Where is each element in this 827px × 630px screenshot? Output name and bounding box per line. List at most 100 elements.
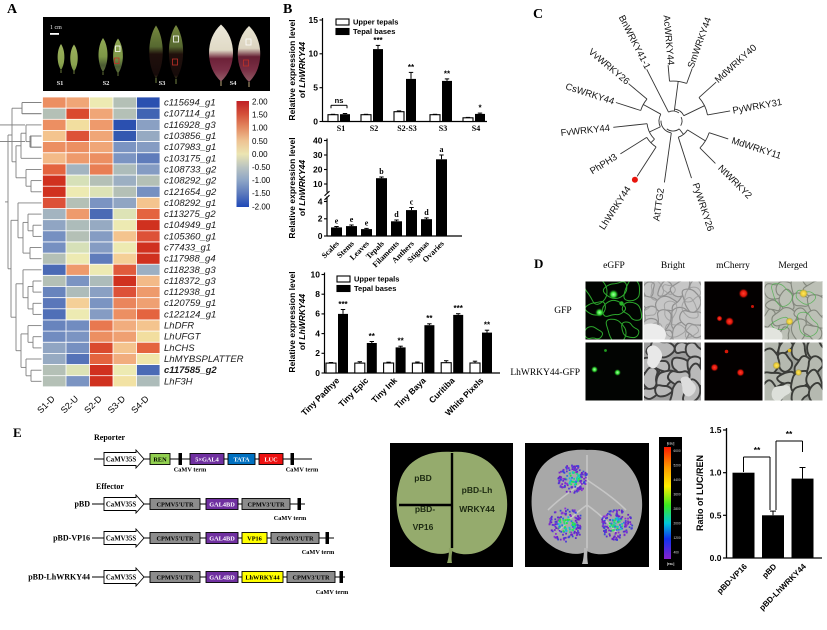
- svg-text:c120759_g1: c120759_g1: [164, 298, 216, 309]
- svg-text:e: e: [350, 215, 354, 224]
- svg-text:mCherry: mCherry: [716, 261, 750, 271]
- svg-text:Relative expression level: Relative expression level: [287, 271, 297, 372]
- svg-text:1.0: 1.0: [710, 468, 722, 478]
- svg-text:eGFP: eGFP: [603, 261, 625, 271]
- svg-text:5: 5: [313, 83, 318, 93]
- svg-text:of LhWRKY44: of LhWRKY44: [297, 294, 307, 350]
- svg-text:LhF3H: LhF3H: [164, 376, 193, 387]
- svg-text:2000: 2000: [674, 522, 681, 526]
- svg-text:**: **: [408, 63, 415, 72]
- svg-text:2800: 2800: [674, 507, 681, 511]
- svg-text:10: 10: [313, 179, 323, 189]
- svg-text:of LhWRKY44: of LhWRKY44: [297, 42, 307, 98]
- svg-text:-2.00: -2.00: [252, 202, 271, 211]
- svg-text:-0.50: -0.50: [252, 163, 271, 172]
- svg-text:c122124_g1: c122124_g1: [164, 309, 216, 320]
- svg-text:0.00: 0.00: [252, 150, 268, 159]
- svg-text:LhCHS: LhCHS: [164, 343, 195, 354]
- svg-text:4: 4: [318, 196, 323, 206]
- svg-text:1 cm: 1 cm: [50, 25, 62, 31]
- svg-text:Tepal bases: Tepal bases: [354, 284, 396, 293]
- svg-text:CaMV35S: CaMV35S: [106, 575, 136, 582]
- svg-text:S1: S1: [57, 80, 64, 87]
- svg-text:1.50: 1.50: [252, 111, 268, 120]
- svg-text:C: C: [533, 7, 543, 22]
- svg-text:CaMV35S: CaMV35S: [106, 457, 136, 464]
- svg-text:pBD-LhWRKY44: pBD-LhWRKY44: [28, 573, 90, 582]
- svg-text:30: 30: [313, 150, 323, 160]
- svg-text:pBD-VP16: pBD-VP16: [53, 534, 90, 543]
- svg-text:d: d: [394, 210, 399, 219]
- svg-text:c108292_g1: c108292_g1: [164, 198, 216, 209]
- svg-text:LhUFGT: LhUFGT: [164, 332, 202, 343]
- svg-text:40: 40: [313, 135, 323, 145]
- svg-text:CaMV term: CaMV term: [316, 589, 349, 596]
- svg-text:pBD-: pBD-: [415, 504, 435, 514]
- svg-text:3600: 3600: [674, 493, 681, 497]
- svg-text:-1.50: -1.50: [252, 189, 271, 198]
- svg-text:Bright: Bright: [661, 261, 686, 271]
- svg-text:VP16: VP16: [413, 522, 434, 532]
- svg-text:LhWRKY44: LhWRKY44: [245, 574, 280, 581]
- svg-text:1200: 1200: [674, 536, 681, 540]
- svg-text:0: 0: [318, 231, 323, 241]
- svg-text:c121654_g2: c121654_g2: [164, 187, 217, 198]
- svg-text:S2: S2: [103, 80, 110, 87]
- svg-text:e: e: [365, 218, 369, 227]
- svg-text:**: **: [369, 332, 376, 341]
- svg-text:0.5: 0.5: [710, 510, 722, 520]
- svg-text:4: 4: [315, 328, 320, 338]
- svg-text:b: b: [379, 167, 384, 176]
- svg-text:0: 0: [315, 368, 320, 378]
- svg-text:-1.00: -1.00: [252, 176, 271, 185]
- svg-text:VP16: VP16: [247, 535, 262, 542]
- svg-text:B: B: [283, 2, 292, 17]
- svg-text:***: ***: [338, 300, 348, 309]
- svg-text:c103175_g1: c103175_g1: [164, 153, 216, 164]
- svg-text:CPMV3'UTR: CPMV3'UTR: [276, 535, 314, 542]
- svg-text:E: E: [13, 425, 22, 440]
- svg-text:AtTTG2: AtTTG2: [651, 187, 667, 221]
- svg-text:c105360_g1: c105360_g1: [164, 231, 216, 242]
- svg-text:[esu]: [esu]: [667, 562, 675, 566]
- svg-text:LhDFR: LhDFR: [164, 321, 194, 332]
- svg-text:**: **: [754, 445, 761, 455]
- svg-text:CaMV35S: CaMV35S: [106, 502, 136, 509]
- svg-text:d: d: [424, 208, 429, 217]
- svg-text:0.0: 0.0: [710, 553, 722, 563]
- svg-text:**: **: [484, 321, 491, 330]
- svg-text:20: 20: [313, 164, 323, 174]
- svg-text:a: a: [440, 145, 444, 154]
- svg-text:5×GAL4: 5×GAL4: [195, 456, 219, 463]
- svg-text:Upper tepals: Upper tepals: [354, 275, 399, 284]
- svg-text:S4: S4: [472, 124, 480, 133]
- svg-text:REN: REN: [153, 456, 167, 463]
- svg-text:GAL4BD: GAL4BD: [209, 501, 235, 508]
- svg-text:1.00: 1.00: [252, 124, 268, 133]
- svg-text:0.50: 0.50: [252, 137, 268, 146]
- svg-text:e: e: [335, 217, 339, 226]
- svg-text:LUC: LUC: [264, 456, 278, 463]
- svg-text:D: D: [534, 256, 543, 271]
- svg-text:Relative expression level: Relative expression level: [287, 19, 297, 120]
- svg-text:pBD: pBD: [74, 500, 90, 509]
- svg-text:Merged: Merged: [778, 261, 808, 271]
- svg-text:ns: ns: [335, 96, 344, 105]
- svg-text:10: 10: [311, 269, 321, 279]
- svg-text:c104949_g1: c104949_g1: [164, 220, 216, 231]
- svg-text:GFP: GFP: [554, 306, 571, 316]
- svg-text:c118372_g3: c118372_g3: [164, 276, 216, 287]
- svg-text:c116928_g3: c116928_g3: [164, 120, 216, 131]
- svg-text:LhMYBSPLATTER: LhMYBSPLATTER: [164, 354, 244, 365]
- svg-text:5200: 5200: [674, 464, 681, 468]
- svg-text:**: **: [426, 314, 433, 323]
- svg-text:S3: S3: [159, 80, 167, 87]
- svg-text:Relative expression level: Relative expression level: [287, 137, 297, 238]
- svg-text:2: 2: [318, 214, 323, 224]
- svg-text:c117585_g2: c117585_g2: [164, 365, 217, 376]
- svg-text:10: 10: [309, 49, 319, 59]
- svg-text:AcWRKY44: AcWRKY44: [661, 15, 676, 66]
- svg-text:S2: S2: [370, 124, 378, 133]
- svg-text:c107983_g1: c107983_g1: [164, 142, 216, 153]
- svg-text:**: **: [444, 69, 451, 78]
